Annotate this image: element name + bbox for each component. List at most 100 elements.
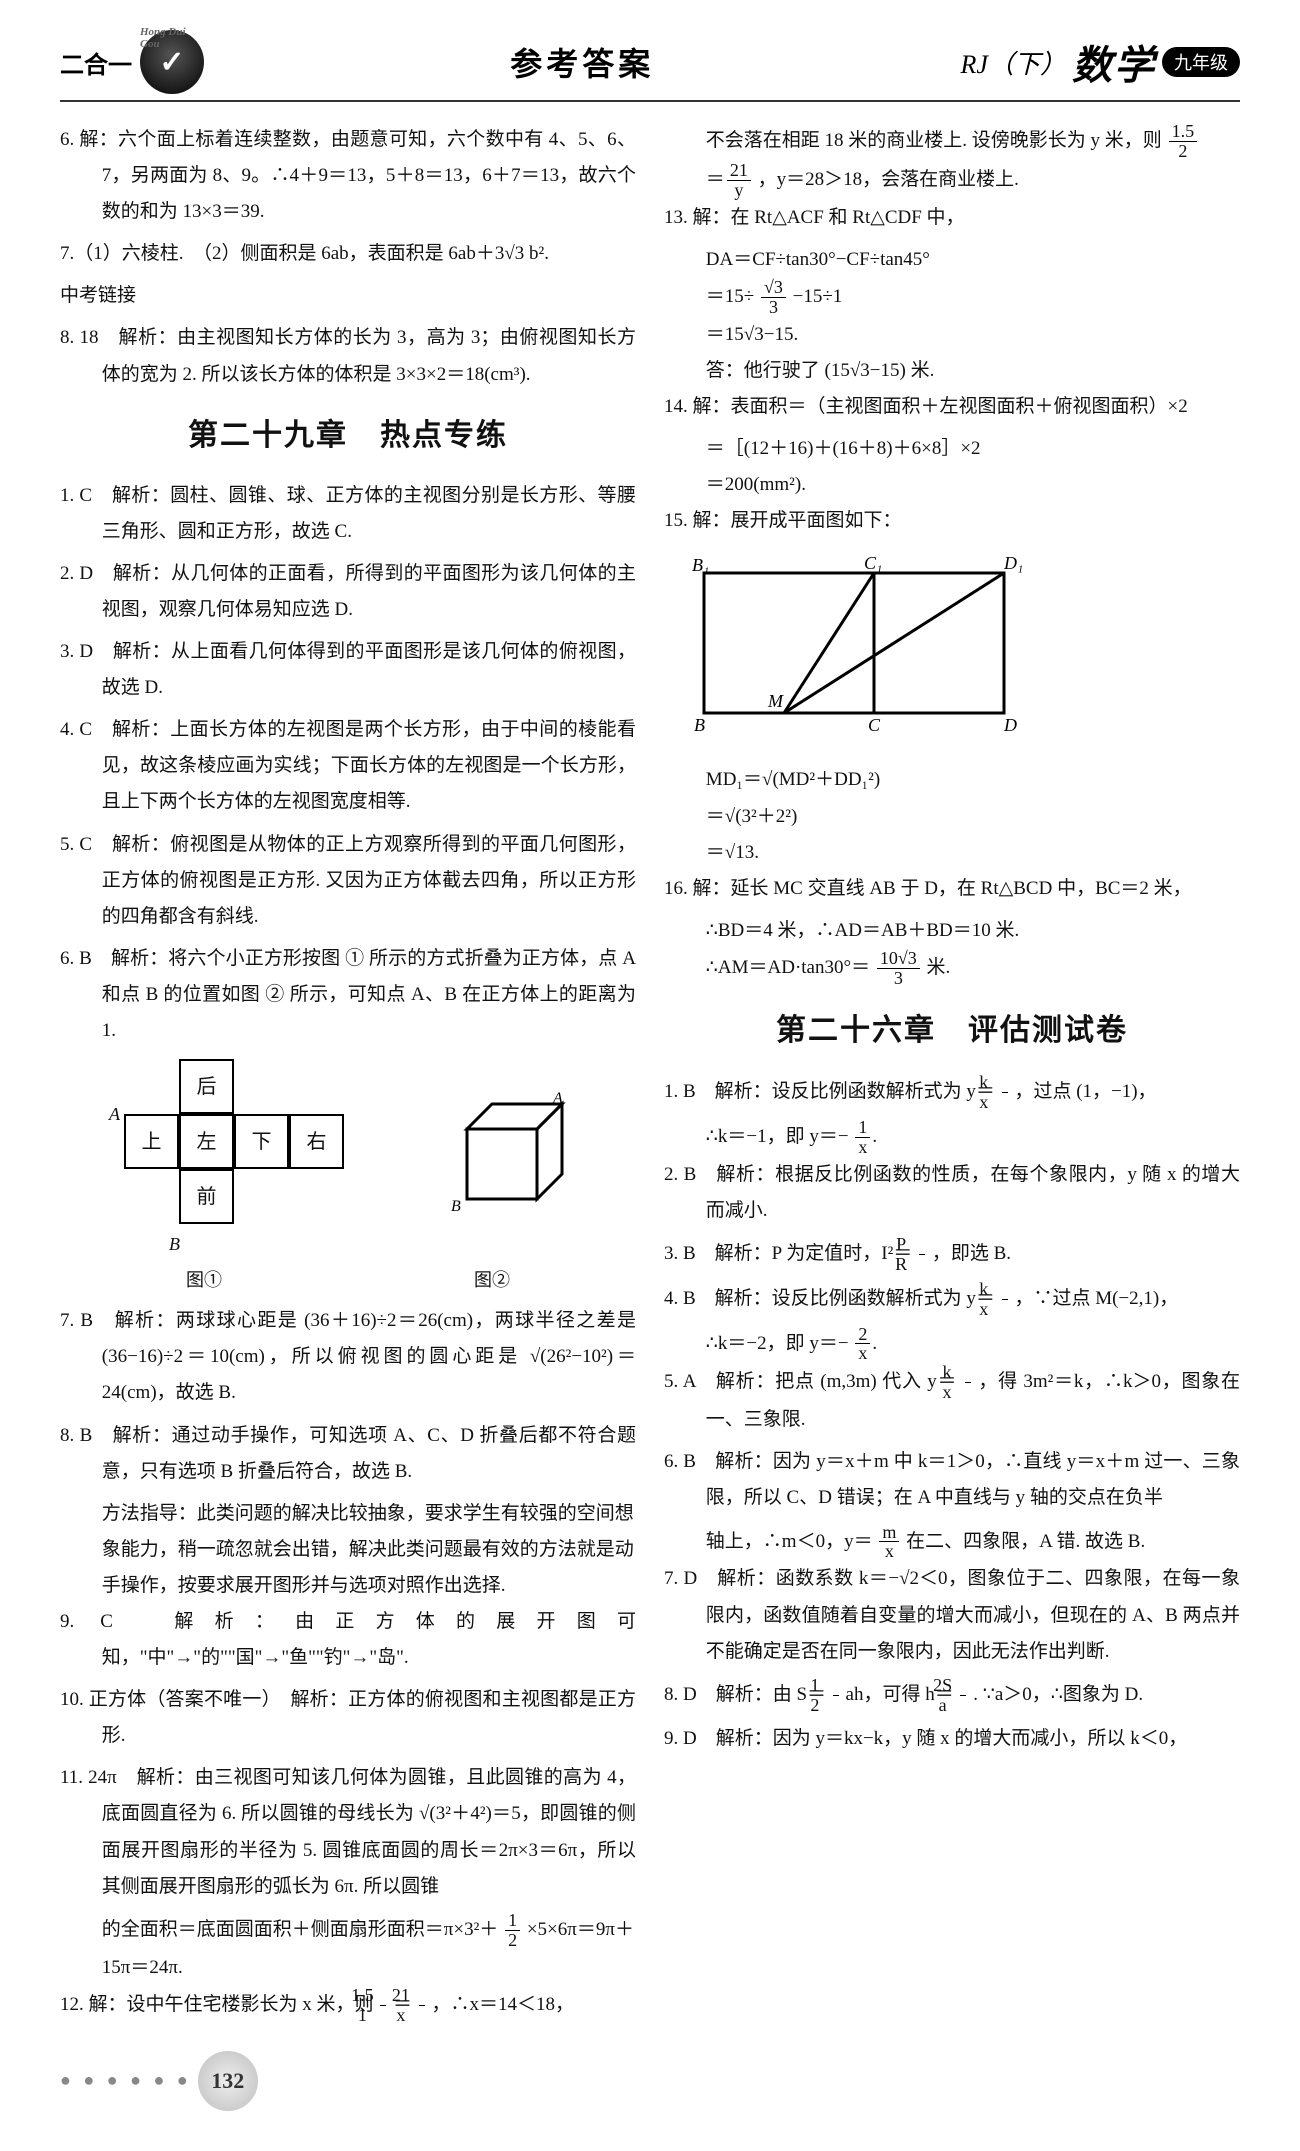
q2: 2. D 解析：从几何体的正面看，所得到的平面图形为该几何体的主视图，观察几何体… — [60, 556, 636, 628]
c26-4b: ，∵过点 M(−2,1)， — [1014, 1287, 1178, 1308]
c26-8: 8. D 解析：由 S＝ 12 ah，可得 h＝ 2Sa . ∵a＞0，∴图象为… — [664, 1676, 1240, 1715]
c26-4c: ∴k＝−2，即 y＝− — [706, 1332, 849, 1353]
q11b-pre: 的全面积＝底面圆面积＋侧面扇形面积＝π×3²＋ — [102, 1919, 499, 1940]
frac-1-x: 1x — [855, 1118, 870, 1157]
r-top-b-line: ＝21y ，y＝28＞18，会落在商业楼上. — [664, 161, 1240, 200]
r13c: ＝15÷ √33 −15÷1 — [664, 278, 1240, 317]
lbl-B: B — [694, 715, 705, 735]
caption-2: 图② — [474, 1263, 510, 1297]
r-top: 不会落在相距 18 米的商业楼上. 设傍晚影长为 y 米，则 1.52 — [664, 122, 1240, 161]
q8: 8. B 解析：通过动手操作，可知选项 A、C、D 折叠后都不符合题意，只有选项… — [60, 1418, 636, 1490]
r-top-a: 不会落在相距 18 米的商业楼上. 设傍晚影长为 y 米，则 — [706, 130, 1162, 151]
subject-label: 数学 — [1072, 33, 1156, 91]
r13a: 13. 解：在 Rt△ACF 和 Rt△CDF 中， — [664, 200, 1240, 236]
unfold-rect-diagram-icon: B₁ C₁ D₁ B C D M — [664, 553, 1044, 743]
lbl-C: C — [868, 715, 881, 735]
right-column: 不会落在相距 18 米的商业楼上. 设傍晚影长为 y 米，则 1.52 ＝21y… — [664, 122, 1240, 2031]
cell-zuo: 左 — [179, 1114, 234, 1169]
c26-5a: 5. A 解析：把点 (m,3m) 代入 y＝ — [664, 1371, 957, 1392]
r15eq2: ＝√(3²＋2²) — [664, 799, 1240, 835]
cube-label-B: B — [451, 1198, 461, 1215]
net-label-A: A — [109, 1097, 120, 1131]
item-6: 6. 解：六个面上标着连续整数，由题意可知，六个数中有 4、5、6、7，另两面为… — [60, 122, 636, 230]
page-header: 二合一 Hong Dui Gou 参考答案 RJ（下） 数学 九年级 — [60, 30, 1240, 102]
r16b: ∴BD＝4 米，∴AD＝AB＋BD＝10 米. — [664, 913, 1240, 949]
r15eq3: ＝√13. — [664, 835, 1240, 871]
frac-sqrt3-3: √33 — [761, 278, 786, 317]
c26-6a: 6. B 解析：因为 y＝x＋m 中 k＝1＞0，∴直线 y＝x＋m 过一、三象… — [664, 1444, 1240, 1516]
c26-4: 4. B 解析：设反比例函数解析式为 y＝ kx ，∵过点 M(−2,1)， — [664, 1280, 1240, 1319]
lbl-M: M — [767, 691, 784, 711]
frac-2S-a: 2Sa — [960, 1676, 966, 1715]
frac-1.5-2: 1.52 — [1169, 122, 1198, 161]
r13b: DA＝CF÷tan30°−CF÷tan45° — [664, 242, 1240, 278]
cell-shang: 上 — [124, 1114, 179, 1169]
combo-label: 二合一 — [60, 45, 132, 80]
c26-1c: ∴k＝−1，即 y＝− — [706, 1125, 849, 1146]
frac-1.5-1: 1.51 — [380, 1986, 386, 2025]
frac-m-x: mx — [879, 1523, 899, 1562]
page-title: 参考答案 — [510, 39, 654, 85]
header-left: 二合一 Hong Dui Gou — [60, 30, 204, 94]
c26-7: 7. D 解析：函数系数 k＝−√2＜0，图象位于二、四象限，在每一象限内，函数… — [664, 1561, 1240, 1669]
q5: 5. C 解析：俯视图是从物体的正上方观察所得到的平面几何图形，正方体的俯视图是… — [60, 827, 636, 935]
r13e: 答：他行驶了 (15√3−15) 米. — [664, 353, 1240, 389]
r16c: ∴AM＝AD·tan30°＝ 10√33 米. — [664, 949, 1240, 988]
lbl-B1: B₁ — [692, 555, 709, 575]
q12a: 12. 解：设中午住宅楼影长为 x 米，则 — [60, 1994, 374, 2015]
item-8-18: 8. 18 解析：由主视图知长方体的长为 3，高为 3；由俯视图知长方体的宽为 … — [60, 320, 636, 392]
cell-xia: 下 — [234, 1114, 289, 1169]
q1: 1. C 解析：圆柱、圆锥、球、正方体的主视图分别是长方形、等腰三角形、圆和正方… — [60, 478, 636, 550]
item-7: 7.（1）六棱柱. （2）侧面积是 6ab，表面积是 6ab＋3√3 b². — [60, 236, 636, 272]
frac-half-1: 12 — [505, 1911, 520, 1950]
q3: 3. D 解析：从上面看几何体得到的平面图形是该几何体的俯视图，故选 D. — [60, 634, 636, 706]
c26-1b: ，过点 (1，−1)， — [1014, 1081, 1156, 1102]
cube-label-A: A — [552, 1090, 563, 1107]
r14c: ＝200(mm²). — [664, 467, 1240, 503]
c26-8a: 8. D 解析：由 S＝ — [664, 1683, 826, 1704]
lbl-D1: D₁ — [1003, 553, 1023, 573]
net-label-B: B — [169, 1227, 180, 1261]
q6: 6. B 解析：将六个小正方形按图 ① 所示的方式折叠为正方体，点 A 和点 B… — [60, 941, 636, 1049]
c26-1a: 1. B 解析：设反比例函数解析式为 y＝ — [664, 1081, 995, 1102]
frac-2-x: 2x — [855, 1325, 870, 1364]
c26-6b: 轴上，∴m＜0，y＝ — [706, 1530, 873, 1551]
q4: 4. C 解析：上面长方体的左视图是两个长方形，由于中间的棱能看见，故这条棱应画… — [60, 712, 636, 820]
r14b: ＝［(12＋16)＋(16＋8)＋6×8］×2 — [664, 431, 1240, 467]
frac-kx-2: kx — [1002, 1280, 1008, 1319]
c26-5: 5. A 解析：把点 (m,3m) 代入 y＝ kx ，得 3m²＝k，∴k＞0… — [664, 1363, 1240, 1438]
zhongkao-link: 中考链接 — [60, 278, 636, 314]
lbl-D: D — [1003, 715, 1017, 735]
c26-4c-line: ∴k＝−2，即 y＝− 2x. — [664, 1325, 1240, 1364]
r16a: 16. 解：延长 MC 交直线 AB 于 D，在 Rt△BCD 中，BC＝2 米… — [664, 871, 1240, 907]
left-column: 6. 解：六个面上标着连续整数，由题意可知，六个数中有 4、5、6、7，另两面为… — [60, 122, 636, 2031]
r15: 15. 解：展开成平面图如下： — [664, 503, 1240, 539]
r13c-pre: ＝15÷ — [706, 286, 754, 307]
c26-9: 9. D 解析：因为 y＝kx−k，y 随 x 的增大而减小，所以 k＜0， — [664, 1721, 1240, 1757]
frac-21-x: 21x — [419, 1986, 425, 2025]
content-columns: 6. 解：六个面上标着连续整数，由题意可知，六个数中有 4、5、6、7，另两面为… — [60, 122, 1240, 2031]
r16c-pre: ∴AM＝AD·tan30°＝ — [706, 957, 870, 978]
r-top-b: ，y＝28＞18，会落在商业楼上. — [758, 169, 1019, 190]
chapter-26-title: 第二十六章 评估测试卷 — [664, 1002, 1240, 1059]
frac-21-y: 21y — [727, 161, 751, 200]
c26-4a: 4. B 解析：设反比例函数解析式为 y＝ — [664, 1287, 995, 1308]
figure-net-cube: 后 上 左 下 右 前 A B A B — [60, 1059, 636, 1259]
c26-3b: ，即选 B. — [932, 1243, 1011, 1264]
r15eq1: MD₁＝√(MD²＋DD₁²) — [664, 762, 1240, 798]
c26-6c: 在二、四象限，A 错. 故选 B. — [906, 1530, 1145, 1551]
c26-1c-line: ∴k＝−1，即 y＝− 1x. — [664, 1118, 1240, 1157]
q8-method: 方法指导：此类问题的解决比较抽象，要求学生有较强的空间想象能力，稍一疏忽就会出错… — [60, 1496, 636, 1604]
logo-badge-icon: Hong Dui Gou — [140, 30, 204, 94]
q11a: 11. 24π 解析：由三视图可知该几何体为圆锥，且此圆锥的高为 4，底面圆直径… — [60, 1760, 636, 1904]
caption-1: 图① — [186, 1263, 222, 1297]
cell-you: 右 — [289, 1114, 344, 1169]
q12: 12. 解：设中午住宅楼影长为 x 米，则 1.51 ＝ 21x ，∴x＝14＜… — [60, 1986, 636, 2025]
figure-captions: 图① 图② — [60, 1263, 636, 1297]
c26-3a: 3. B 解析：P 为定值时，I²＝ — [664, 1243, 912, 1264]
chapter-29-title: 第二十九章 热点专练 — [60, 407, 636, 464]
frac-kx-3: kx — [965, 1363, 971, 1402]
logo-arc-text: Hong Dui Gou — [140, 26, 204, 50]
r13c-tail: −15÷1 — [793, 286, 843, 307]
frac-10r3-3: 10√33 — [877, 949, 920, 988]
